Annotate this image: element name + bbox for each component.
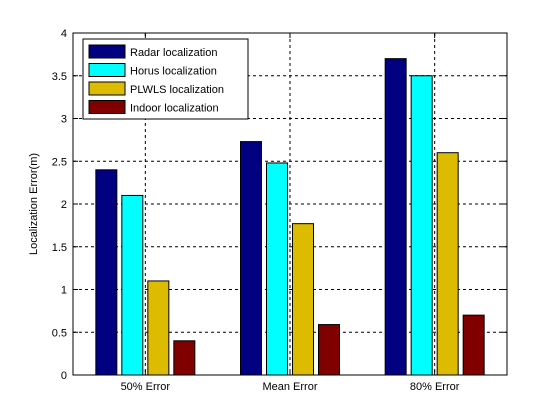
legend-label: Radar localization [130,47,217,59]
y-tick-label: 1 [61,285,67,297]
legend: Radar localization Horus localization PLWL… [82,38,249,120]
x-axis: 50% Error Mean Error 80% Error [121,33,460,393]
legend-label: Indoor localization [130,103,219,115]
bar [384,58,407,376]
y-tick-label: 0 [61,370,67,382]
bars [95,58,485,376]
x-tick-label: Mean Error [262,381,317,393]
bar [292,223,314,376]
bar [410,75,433,376]
bar [266,162,288,376]
y-tick-label: 4 [61,28,67,40]
x-tick-label: 80% Error [410,381,460,393]
legend-label: Horus localization [130,66,217,78]
bar [121,194,144,376]
legend-label: PLWLS localization [130,84,224,96]
y-tick-label: 3 [61,114,67,126]
legend-swatch [88,44,126,59]
legend-swatch [88,63,126,77]
bar [95,169,118,376]
x-tick-label: 50% Error [121,381,171,393]
y-tick-label: 3.5 [52,71,67,83]
bar [462,314,485,376]
bar [147,280,170,376]
bar [173,340,196,376]
y-tick-label: 1.5 [52,242,67,254]
y-tick-label: 0.5 [52,327,67,339]
bar [436,152,459,376]
bar [240,141,262,376]
y-tick-label: 2.5 [52,156,67,168]
legend-swatch [88,81,126,96]
bar [318,324,340,376]
y-axis: 0 0.5 1 1.5 2 2.5 3 3.5 4 [52,28,507,382]
y-axis-label: Localization Error(m) [28,153,40,255]
y-tick-label: 2 [61,199,67,211]
legend-swatch [88,100,126,114]
